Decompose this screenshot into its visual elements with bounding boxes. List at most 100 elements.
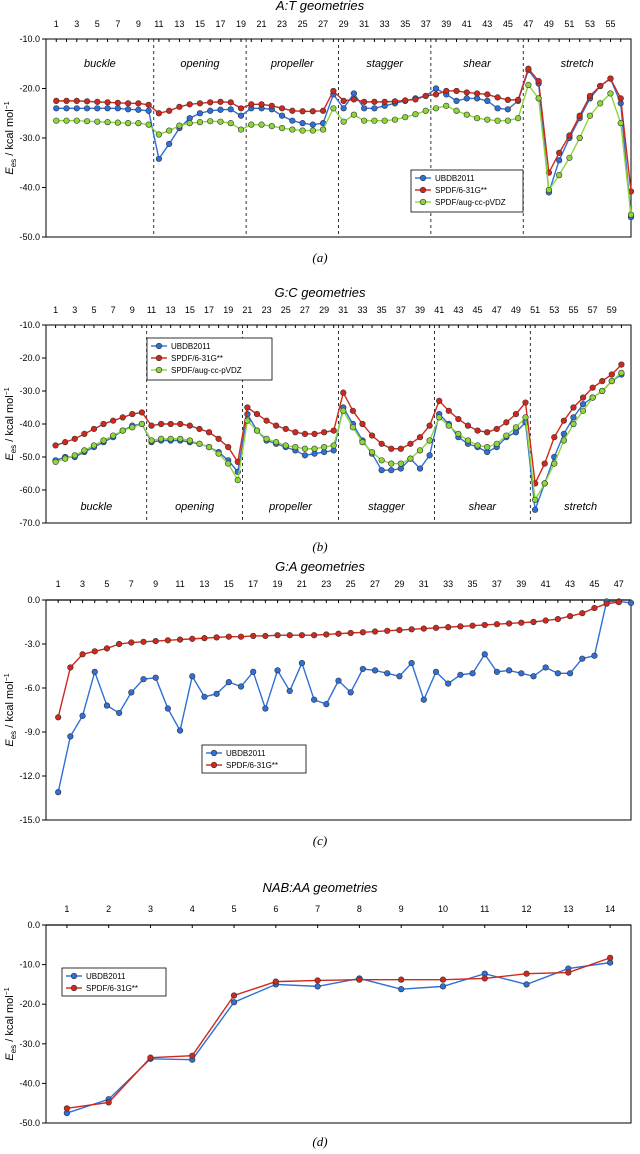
data-point bbox=[579, 401, 587, 408]
data-point bbox=[62, 455, 69, 462]
data-point bbox=[464, 422, 472, 429]
legend-marker bbox=[155, 366, 163, 374]
data-point bbox=[445, 680, 452, 687]
data-point bbox=[189, 635, 196, 642]
x-tick-label: 1 bbox=[53, 305, 58, 315]
y-axis-label: Ees / kcal mol−1 bbox=[4, 987, 18, 1060]
legend-marker bbox=[210, 761, 218, 769]
data-point bbox=[412, 111, 419, 118]
data-point bbox=[63, 105, 70, 112]
x-tick-label: 53 bbox=[585, 19, 595, 29]
data-point bbox=[391, 116, 399, 123]
series-line-red bbox=[66, 957, 611, 1110]
data-point bbox=[55, 789, 62, 796]
legend-label: UBDB2011 bbox=[86, 972, 126, 981]
data-point bbox=[542, 617, 549, 624]
data-point bbox=[570, 420, 577, 428]
data-point bbox=[135, 120, 142, 127]
data-point bbox=[530, 618, 537, 626]
data-point bbox=[155, 110, 162, 117]
x-tick-label: 19 bbox=[273, 579, 283, 589]
data-point bbox=[230, 992, 238, 999]
data-point bbox=[104, 99, 111, 106]
x-tick-label: 1 bbox=[64, 904, 69, 914]
data-point bbox=[292, 444, 299, 451]
data-point bbox=[177, 435, 184, 442]
region-label: buckle bbox=[80, 501, 112, 513]
data-point bbox=[484, 97, 491, 104]
data-point bbox=[378, 457, 385, 464]
x-tick-label: 35 bbox=[377, 305, 387, 315]
data-point bbox=[262, 632, 269, 640]
data-point bbox=[53, 117, 60, 124]
region-label: opening bbox=[180, 58, 220, 70]
data-point bbox=[356, 976, 363, 983]
data-point bbox=[455, 415, 462, 423]
data-point bbox=[274, 632, 281, 639]
x-tick-label: 9 bbox=[399, 904, 404, 914]
data-point bbox=[340, 97, 347, 104]
data-point bbox=[570, 404, 577, 411]
data-point bbox=[176, 636, 184, 643]
data-point bbox=[453, 97, 460, 104]
data-point bbox=[463, 95, 470, 102]
y-tick-label: -40.0 bbox=[19, 419, 40, 429]
data-point bbox=[299, 127, 306, 134]
data-point bbox=[103, 645, 111, 652]
legend-marker bbox=[419, 186, 427, 194]
y-tick-label: -50.0 bbox=[19, 452, 40, 462]
x-tick-label: 55 bbox=[568, 305, 578, 315]
x-tick-label: 31 bbox=[338, 305, 348, 315]
data-point bbox=[91, 668, 98, 675]
data-point bbox=[73, 117, 80, 124]
data-point bbox=[607, 954, 614, 961]
data-point bbox=[484, 116, 491, 123]
x-tick-label: 25 bbox=[346, 579, 356, 589]
data-point bbox=[350, 111, 357, 118]
data-point bbox=[371, 105, 378, 112]
x-tick-label: 7 bbox=[111, 305, 116, 315]
data-point bbox=[416, 434, 424, 441]
data-point bbox=[432, 624, 440, 631]
x-tick-label: 15 bbox=[195, 19, 205, 29]
data-point bbox=[90, 442, 98, 449]
data-point bbox=[196, 110, 204, 117]
data-point bbox=[608, 378, 615, 385]
data-point bbox=[164, 637, 171, 644]
data-point bbox=[323, 631, 330, 638]
data-point bbox=[576, 134, 583, 142]
data-point bbox=[474, 427, 481, 434]
x-tick-label: 14 bbox=[605, 904, 615, 914]
data-point bbox=[53, 97, 60, 104]
data-point bbox=[83, 98, 91, 105]
x-tick-label: 25 bbox=[281, 305, 291, 315]
data-point bbox=[457, 671, 464, 678]
data-point bbox=[349, 407, 356, 414]
data-point bbox=[402, 114, 409, 121]
data-point bbox=[248, 101, 255, 108]
data-point bbox=[416, 465, 424, 472]
data-point bbox=[272, 978, 279, 985]
x-tick-label: 47 bbox=[523, 19, 533, 29]
data-point bbox=[253, 427, 261, 434]
data-point bbox=[402, 97, 409, 104]
data-point bbox=[196, 440, 203, 447]
panel-caption: (a) bbox=[312, 250, 327, 265]
data-point bbox=[311, 696, 318, 703]
data-point bbox=[416, 447, 424, 454]
data-point bbox=[83, 105, 91, 112]
x-tick-label: 7 bbox=[129, 579, 134, 589]
data-point bbox=[453, 107, 460, 114]
data-point bbox=[94, 105, 101, 112]
data-point bbox=[579, 610, 586, 617]
x-tick-label: 43 bbox=[565, 579, 575, 589]
x-tick-label: 17 bbox=[204, 305, 214, 315]
data-point bbox=[494, 117, 501, 124]
data-point bbox=[359, 665, 366, 673]
data-point bbox=[350, 96, 357, 103]
data-point bbox=[432, 91, 440, 98]
data-point bbox=[278, 125, 286, 132]
y-tick-label: -20.0 bbox=[19, 353, 40, 363]
data-point bbox=[347, 629, 354, 637]
data-point bbox=[397, 445, 404, 452]
